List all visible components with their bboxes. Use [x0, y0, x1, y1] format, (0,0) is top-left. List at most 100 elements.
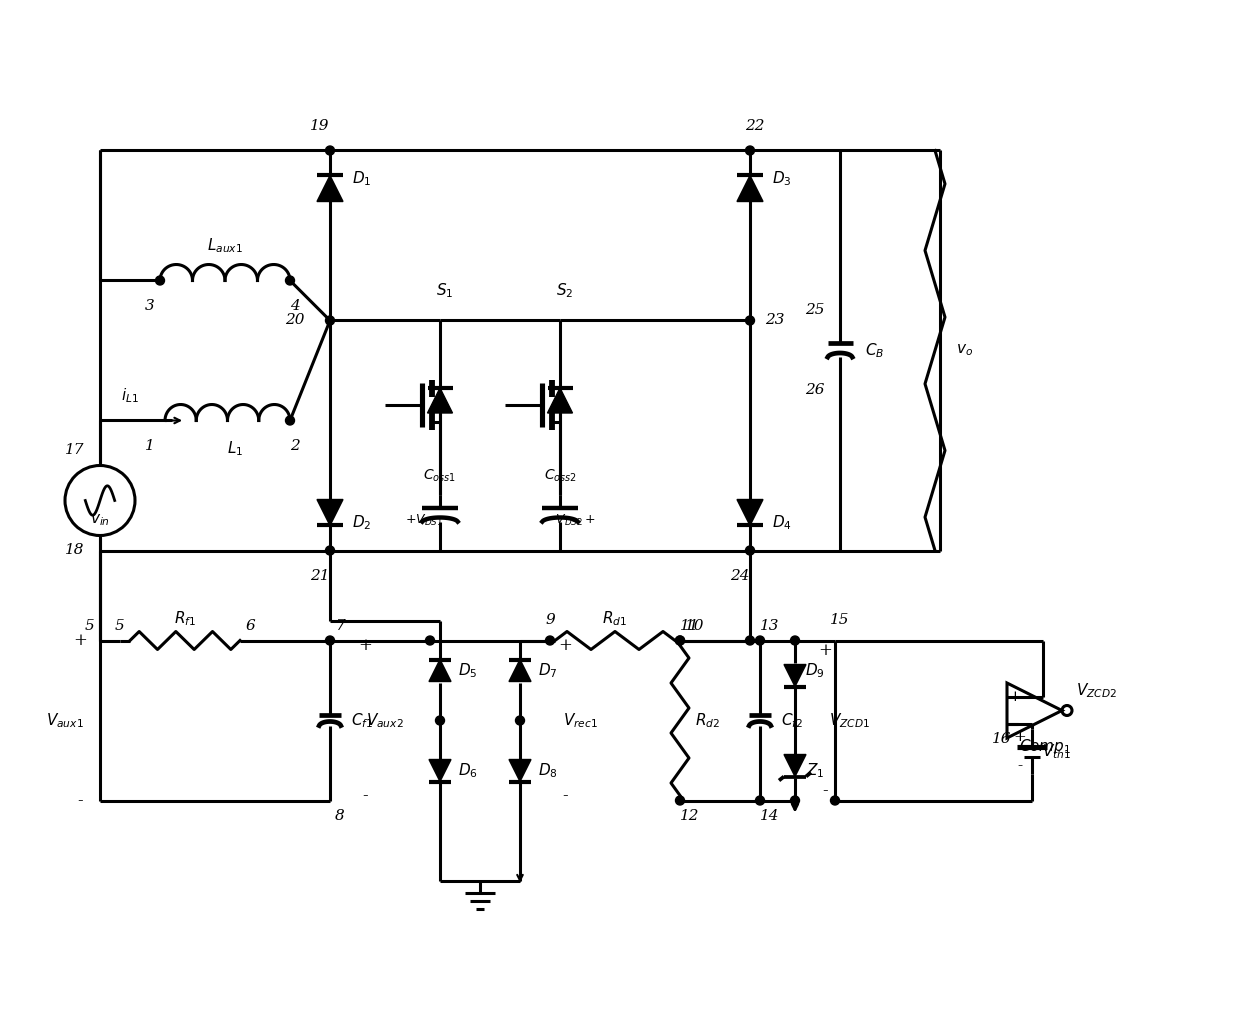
Text: 7: 7 — [335, 619, 345, 632]
Text: $L_{aux1}$: $L_{aux1}$ — [207, 236, 243, 255]
Polygon shape — [429, 760, 451, 781]
Text: 19: 19 — [310, 118, 330, 133]
Text: $V_{th1}$: $V_{th1}$ — [1042, 742, 1071, 761]
Circle shape — [155, 276, 165, 285]
Circle shape — [325, 546, 335, 555]
Text: 11: 11 — [681, 619, 699, 632]
Text: $D_8$: $D_8$ — [538, 761, 558, 780]
Text: $-V_{DS2}+$: $-V_{DS2}+$ — [544, 513, 595, 528]
Text: 2: 2 — [290, 438, 300, 452]
Text: 24: 24 — [730, 569, 750, 583]
Text: 17: 17 — [66, 443, 84, 457]
Text: +: + — [1008, 690, 1022, 703]
Text: 21: 21 — [310, 569, 330, 583]
Text: -: - — [1012, 717, 1018, 731]
Text: $V_{ZCD2}$: $V_{ZCD2}$ — [1076, 681, 1117, 699]
Polygon shape — [508, 760, 531, 781]
Circle shape — [325, 636, 335, 645]
Circle shape — [745, 636, 754, 645]
Circle shape — [676, 636, 684, 645]
Text: $D_7$: $D_7$ — [538, 662, 558, 680]
Circle shape — [285, 276, 295, 285]
Text: $C_{oss1}$: $C_{oss1}$ — [424, 468, 456, 484]
Text: 26: 26 — [805, 384, 825, 397]
Text: 16: 16 — [992, 732, 1012, 746]
Text: -: - — [822, 782, 828, 799]
Text: 6: 6 — [246, 619, 255, 632]
Text: $+V_{DS1}-$: $+V_{DS1}-$ — [404, 513, 455, 528]
Text: $L_1$: $L_1$ — [227, 439, 243, 457]
Text: 9: 9 — [546, 614, 554, 628]
Circle shape — [745, 317, 754, 325]
Text: $V_{rec1}$: $V_{rec1}$ — [563, 712, 598, 730]
Text: $V_{aux2}$: $V_{aux2}$ — [366, 712, 404, 730]
Text: 8: 8 — [335, 809, 345, 823]
Circle shape — [745, 546, 754, 555]
Text: 10: 10 — [686, 619, 704, 632]
Circle shape — [791, 796, 800, 805]
Text: $D_1$: $D_1$ — [352, 169, 372, 188]
Circle shape — [745, 146, 754, 155]
Circle shape — [435, 716, 444, 725]
Text: +: + — [1013, 730, 1027, 744]
Text: $V_{ZCD1}$: $V_{ZCD1}$ — [830, 712, 870, 730]
Text: 20: 20 — [285, 313, 305, 328]
Circle shape — [755, 796, 765, 805]
Text: $D_9$: $D_9$ — [805, 662, 825, 680]
Text: $v_o$: $v_o$ — [956, 343, 973, 358]
Text: $R_{f1}$: $R_{f1}$ — [174, 610, 196, 628]
Polygon shape — [317, 499, 343, 526]
Circle shape — [546, 636, 554, 645]
Text: $D_3$: $D_3$ — [773, 169, 792, 188]
Polygon shape — [548, 388, 573, 414]
Polygon shape — [317, 176, 343, 201]
Text: 13: 13 — [760, 619, 780, 632]
Circle shape — [325, 146, 335, 155]
Text: $D_6$: $D_6$ — [458, 761, 477, 780]
Circle shape — [676, 796, 684, 805]
Text: $D_2$: $D_2$ — [352, 514, 372, 532]
Text: +: + — [818, 642, 832, 659]
Text: $R_{d2}$: $R_{d2}$ — [696, 712, 720, 730]
Text: $C_{oss2}$: $C_{oss2}$ — [543, 468, 577, 484]
Text: $S_2$: $S_2$ — [557, 281, 574, 300]
Text: $Comp_1$: $Comp_1$ — [1019, 737, 1071, 756]
Text: 4: 4 — [290, 298, 300, 312]
Text: $i_{L1}$: $i_{L1}$ — [122, 386, 139, 405]
Polygon shape — [784, 665, 806, 686]
Text: 25: 25 — [805, 303, 825, 318]
Text: $R_{d1}$: $R_{d1}$ — [603, 610, 627, 628]
Text: $C_B$: $C_B$ — [866, 341, 884, 359]
Circle shape — [325, 317, 335, 325]
Circle shape — [791, 636, 800, 645]
Text: $Z_1$: $Z_1$ — [806, 761, 825, 780]
Polygon shape — [737, 499, 763, 526]
Text: 18: 18 — [66, 543, 84, 557]
Text: $D_5$: $D_5$ — [459, 662, 477, 680]
Text: 14: 14 — [760, 809, 780, 823]
Text: 1: 1 — [145, 438, 155, 452]
Text: 22: 22 — [745, 118, 765, 133]
Polygon shape — [737, 176, 763, 201]
Text: -: - — [77, 792, 83, 809]
Circle shape — [285, 416, 295, 425]
Text: 15: 15 — [831, 614, 849, 628]
Text: $C_{f2}$: $C_{f2}$ — [781, 712, 804, 730]
Text: 23: 23 — [765, 313, 785, 328]
Text: $C_{f1}$: $C_{f1}$ — [351, 712, 373, 730]
Text: +: + — [558, 637, 572, 654]
Polygon shape — [508, 660, 531, 681]
Circle shape — [516, 716, 525, 725]
Text: -: - — [1017, 760, 1022, 773]
Text: 5: 5 — [115, 619, 125, 632]
Text: $v_{in}$: $v_{in}$ — [91, 513, 110, 528]
Text: $V_{aux1}$: $V_{aux1}$ — [46, 712, 84, 730]
Circle shape — [425, 636, 434, 645]
Text: $S_1$: $S_1$ — [436, 281, 454, 300]
Text: $D_4$: $D_4$ — [773, 514, 792, 532]
Text: -: - — [362, 787, 368, 804]
Circle shape — [755, 636, 765, 645]
Text: +: + — [73, 632, 87, 649]
Circle shape — [676, 636, 684, 645]
Text: -: - — [562, 787, 568, 804]
